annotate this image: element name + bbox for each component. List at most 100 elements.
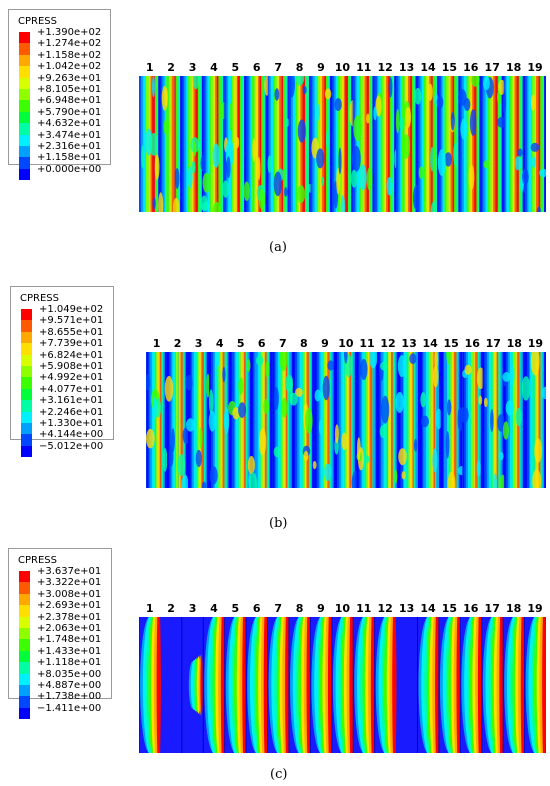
- contour-patch: [152, 397, 157, 419]
- contour-patch: [380, 395, 390, 424]
- contour-band: [374, 76, 377, 212]
- contour-band: [167, 352, 170, 488]
- contour-strip-a: [139, 76, 546, 212]
- contour-band: [180, 352, 184, 488]
- contour-patch: [201, 481, 207, 488]
- column-number: 18: [506, 337, 522, 350]
- contour-band: [452, 76, 456, 212]
- contour-patch: [483, 76, 490, 91]
- contour-patch: [186, 418, 195, 432]
- legend-labels: +1.390e+02 +1.274e+02 +1.158e+02 +1.042e+02…: [37, 27, 101, 175]
- contour-band: [281, 76, 285, 212]
- contour-patch: [163, 118, 170, 136]
- contour-band: [392, 617, 397, 753]
- contour-band: [205, 76, 209, 212]
- legend-value: +6.948e+01: [37, 95, 102, 107]
- contour-band: [321, 76, 325, 212]
- contour-band: [193, 352, 197, 488]
- contour-patch: [200, 195, 208, 212]
- contour-band: [509, 76, 513, 212]
- legend-labels: +1.049e+02 +9.571e+01 +8.655e+01 +7.739e+01…: [39, 304, 103, 452]
- contour-band: [348, 76, 352, 212]
- contour-band: [491, 76, 495, 212]
- contour-band: [213, 76, 216, 212]
- contour-band: [406, 352, 409, 488]
- contour-patch: [478, 395, 483, 405]
- legend-value: +4.144e+00: [39, 429, 104, 441]
- legend-value: +1.049e+02: [39, 304, 104, 315]
- contour-patch: [366, 167, 373, 191]
- contour-patch: [238, 402, 247, 418]
- column-number: 10: [334, 61, 351, 74]
- legend-value: −1.411e+00: [37, 702, 102, 714]
- contour-band: [512, 76, 516, 212]
- contour-band: [248, 76, 252, 212]
- legend-value: +0.000e+00: [37, 163, 102, 175]
- contour-band: [329, 76, 333, 212]
- contour-band: [516, 76, 520, 212]
- legend-value: +1.330e+01: [39, 417, 104, 429]
- column-numbers-a: 1 2 3 4 5 6 7 8 9 10 11 12 13 14 15 16 17 18 19: [139, 61, 546, 74]
- contour-band: [216, 352, 220, 488]
- column-number: 3: [188, 61, 197, 74]
- column-number: 11: [356, 602, 372, 615]
- contour-patch: [199, 427, 203, 450]
- legend-value: +2.378e+01: [37, 611, 102, 623]
- contour-band: [159, 352, 163, 488]
- contour-patch: [263, 399, 270, 414]
- contour-band: [318, 352, 322, 488]
- column-number: 13: [398, 602, 415, 615]
- contour-band: [528, 76, 532, 212]
- contour-band: [413, 352, 417, 488]
- contour-band: [505, 352, 509, 488]
- color-bar-segment: [19, 696, 30, 708]
- contour-patch: [476, 459, 481, 478]
- contour-band: [281, 352, 285, 488]
- contour-band: [323, 352, 327, 488]
- color-bar-segment: [21, 388, 32, 401]
- contour-band: [522, 352, 526, 488]
- contour-band: [220, 76, 224, 212]
- contour-band: [331, 76, 335, 212]
- contour-band: [324, 76, 327, 212]
- contour-band: [164, 76, 168, 212]
- legend-value: +3.474e+01: [37, 129, 102, 141]
- contour-patch: [192, 76, 200, 90]
- column-number: 18: [505, 602, 522, 615]
- contour-patch: [152, 197, 156, 210]
- contour-band: [372, 76, 376, 212]
- contour-patch: [288, 76, 295, 98]
- contour-patch: [146, 428, 155, 449]
- contour-band: [364, 76, 368, 212]
- contour-band: [218, 352, 222, 488]
- contour-band: [514, 76, 518, 212]
- contour-band: [297, 352, 300, 488]
- contour-band: [197, 352, 201, 488]
- caption-a: (a): [269, 240, 287, 255]
- contour-band: [254, 352, 258, 488]
- contour-band: [220, 352, 224, 488]
- column-number: 17: [484, 602, 500, 615]
- column-number: 5: [236, 337, 245, 350]
- contour-band: [525, 352, 529, 488]
- contour-band: [156, 617, 161, 753]
- color-bar: [19, 32, 30, 181]
- contour-band: [358, 352, 362, 488]
- legend-a: CPRESS +1.390e+02 +1.274e+02 +1.158e+02 +1.…: [8, 9, 111, 181]
- contour-band: [458, 76, 462, 212]
- color-bar-segment: [19, 157, 30, 169]
- contour-band: [377, 352, 380, 488]
- contour-band: [437, 76, 440, 212]
- legend-b: CPRESS +1.049e+02 +9.571e+01 +8.655e+01 +7.…: [10, 286, 114, 458]
- contour-band: [391, 352, 394, 488]
- contour-band: [440, 352, 444, 488]
- contour-band: [162, 76, 166, 212]
- contour-band: [369, 352, 373, 488]
- contour-band: [392, 76, 395, 212]
- contour-patch: [517, 148, 523, 157]
- contour-band: [302, 76, 306, 212]
- contour-band: [428, 352, 432, 488]
- contour-patch: [469, 109, 477, 136]
- contour-patch: [273, 446, 281, 458]
- contour-band: [170, 352, 174, 488]
